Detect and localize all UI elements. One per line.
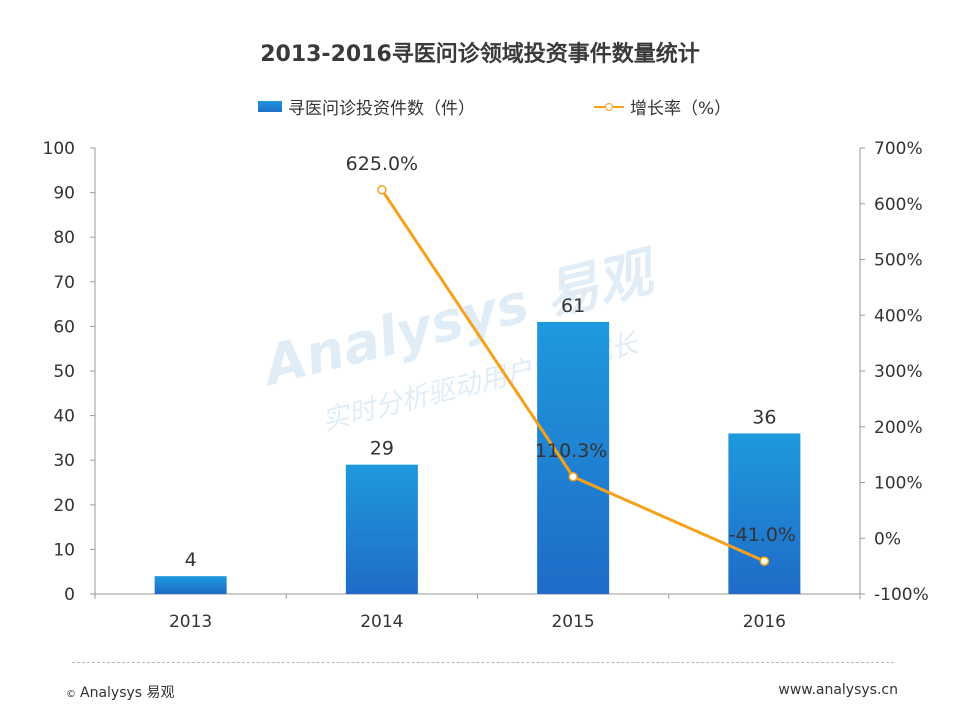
legend: 寻医问诊投资件数（件） 增长率（%） <box>0 94 960 119</box>
legend-label-line: 增长率（%） <box>630 99 732 119</box>
site-url[interactable]: www.analysys.cn <box>778 682 898 698</box>
footer-divider <box>72 662 894 663</box>
y-right-tick-label: -100% <box>874 585 929 605</box>
y-left-tick-label: 50 <box>53 362 75 382</box>
copyright-mark: © <box>66 689 76 700</box>
legend-item-bar[interactable]: 寻医问诊投资件数（件） <box>258 94 475 119</box>
y-left-tick-label: 10 <box>53 540 75 560</box>
y-right-tick-label: 400% <box>874 306 923 326</box>
bar <box>728 433 801 594</box>
bar <box>537 321 610 594</box>
y-left-tick-label: 100 <box>43 139 75 159</box>
growth-rate-point <box>568 472 578 482</box>
legend-item-line[interactable]: 增长率（%） <box>594 94 731 119</box>
y-right-tick-label: 0% <box>874 529 901 549</box>
bar-data-label: 36 <box>752 406 776 428</box>
y-right-tick-label: 700% <box>874 139 923 159</box>
y-left-tick-label: 70 <box>53 273 75 293</box>
y-left-tick-label: 80 <box>53 228 75 248</box>
x-tick-label: 2016 <box>743 612 786 632</box>
copyright: © Analysys 易观 <box>66 682 175 702</box>
bar <box>154 576 227 594</box>
growth-rate-label: -41.0% <box>729 524 796 546</box>
growth-rate-label: 625.0% <box>346 153 418 175</box>
y-left-tick-label: 0 <box>64 585 75 605</box>
x-tick-label: 2013 <box>169 612 212 632</box>
y-left-tick-label: 20 <box>53 496 75 516</box>
y-left-tick-label: 60 <box>53 317 75 337</box>
growth-rate-point <box>759 556 770 566</box>
legend-line-swatch <box>594 101 624 113</box>
y-right-tick-label: 600% <box>874 195 923 215</box>
y-right-tick-label: 500% <box>874 251 923 271</box>
y-left-tick-label: 90 <box>53 184 75 204</box>
y-right-tick-label: 200% <box>874 418 923 438</box>
chart-title: 2013-2016寻医问诊领域投资事件数量统计 <box>260 42 700 67</box>
bar-data-label: 4 <box>185 549 197 571</box>
bar <box>345 464 418 594</box>
bar-data-label: 61 <box>561 295 585 317</box>
bar-data-label: 29 <box>370 438 394 460</box>
copyright-text: Analysys 易观 <box>80 685 175 701</box>
y-right-tick-label: 300% <box>874 362 923 382</box>
y-left-tick-label: 40 <box>53 407 75 427</box>
x-tick-label: 2015 <box>551 612 594 632</box>
y-left-tick-label: 30 <box>53 451 75 471</box>
legend-bar-swatch <box>258 101 282 112</box>
x-tick-label: 2014 <box>360 612 403 632</box>
growth-rate-label: 110.3% <box>535 440 607 462</box>
legend-label-bar: 寻医问诊投资件数（件） <box>288 99 475 119</box>
growth-rate-point <box>377 185 387 195</box>
y-right-tick-label: 100% <box>874 474 923 494</box>
